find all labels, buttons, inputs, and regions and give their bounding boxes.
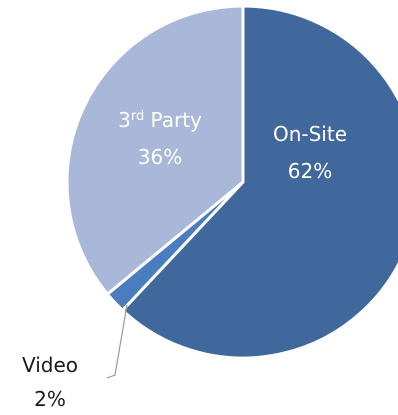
- pie-slice-on-site: [121, 4, 398, 360]
- slice-label-3rd-party-superscript: rd: [131, 109, 144, 124]
- slice-label-video: Video: [22, 353, 78, 377]
- pie-slices: [65, 4, 398, 360]
- video-leader-line: [106, 304, 128, 379]
- slice-value-3rd-party: 36%: [138, 145, 182, 169]
- slice-label-3rd-party-number: 3: [118, 108, 131, 132]
- pie-slice-3rd-party: [65, 4, 245, 296]
- slice-value-video: 2%: [34, 387, 66, 411]
- slice-label-3rd-party: 3rd Party: [118, 108, 202, 132]
- slice-label-3rd-party-word: Party: [144, 108, 202, 132]
- slice-label-on-site: On-Site: [273, 122, 347, 146]
- slice-value-on-site: 62%: [288, 159, 332, 183]
